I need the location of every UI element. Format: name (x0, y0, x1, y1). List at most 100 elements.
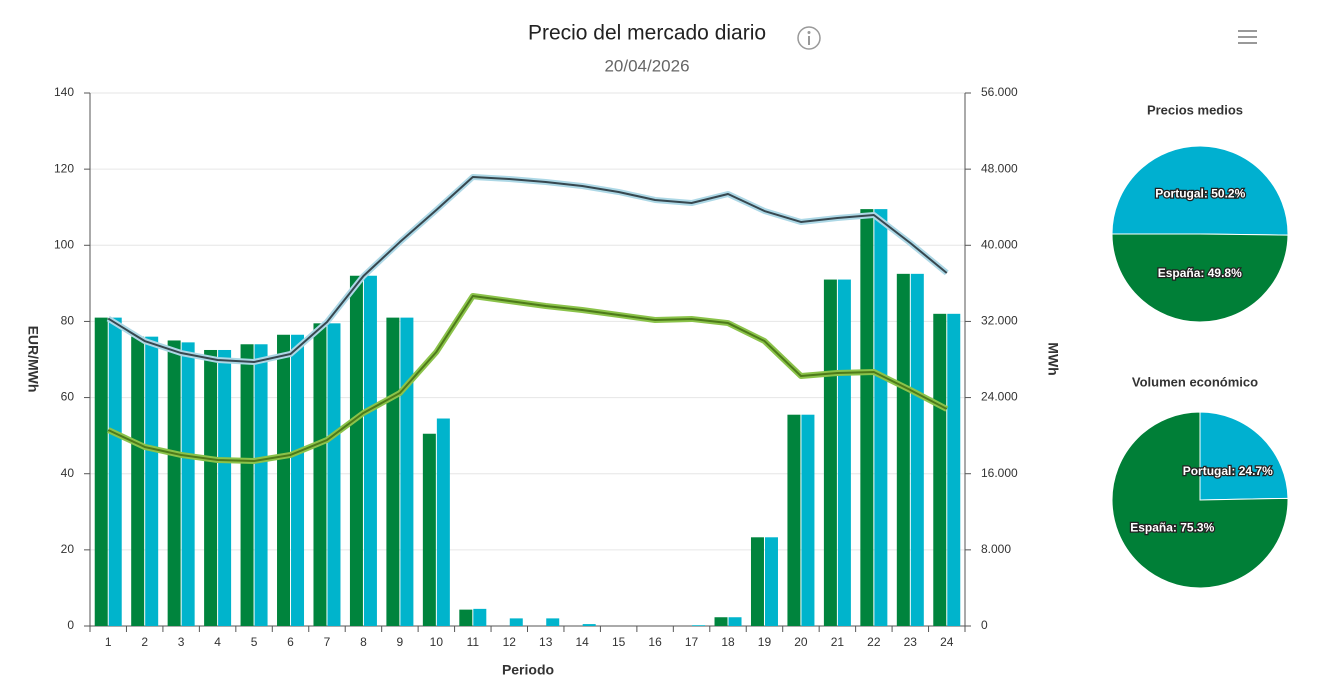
bar (473, 608, 487, 626)
pie-label: España: 49.8% (1158, 266, 1242, 280)
bar (327, 323, 341, 626)
y-tick-label: 100 (54, 237, 74, 251)
x-tick-label: 13 (539, 635, 553, 649)
x-tick-label: 20 (794, 635, 808, 649)
pie-label: Portugal: 50.2% (1155, 187, 1245, 201)
bar (386, 317, 400, 626)
bar (218, 349, 232, 626)
bar (823, 279, 837, 626)
bar (728, 617, 742, 626)
x-tick-label: 7 (324, 635, 331, 649)
x-tick-label: 5 (251, 635, 258, 649)
pie-label: España: 75.3% (1130, 520, 1214, 534)
bar (167, 340, 181, 626)
y2-tick-label: 56.000 (981, 85, 1018, 99)
bar (546, 618, 560, 626)
x-tick-label: 12 (503, 635, 517, 649)
x-tick-label: 21 (831, 635, 845, 649)
pie-label: Portugal: 24.7% (1183, 464, 1273, 478)
bar (692, 625, 706, 626)
bar (131, 336, 145, 626)
bar (363, 275, 377, 626)
bar (422, 433, 436, 626)
bar (145, 336, 159, 626)
x-tick-label: 2 (141, 635, 148, 649)
pie-title: Precios medios (1147, 102, 1243, 117)
bar (277, 334, 291, 626)
bar (860, 209, 874, 626)
x-tick-label: 9 (397, 635, 404, 649)
x-tick-label: 10 (430, 635, 444, 649)
bar (933, 313, 947, 626)
y2-tick-label: 48.000 (981, 161, 1018, 175)
x-tick-label: 1 (105, 635, 112, 649)
y-tick-label: 0 (67, 618, 74, 632)
x-tick-label: 8 (360, 635, 367, 649)
bar (582, 624, 596, 626)
y-tick-label: 120 (54, 161, 74, 175)
line-outline (106, 293, 949, 464)
x-tick-label: 18 (721, 635, 735, 649)
bar (947, 313, 961, 626)
x-tick-label: 14 (576, 635, 590, 649)
bar (313, 323, 327, 626)
y-tick-label: 40 (61, 466, 75, 480)
bar (801, 414, 815, 626)
chart-subtitle: 20/04/2026 (604, 56, 689, 75)
x-tick-label: 6 (287, 635, 294, 649)
bar (204, 349, 218, 626)
line (107, 176, 948, 363)
y-axis-label: EUR/MWh (25, 326, 41, 393)
info-icon[interactable] (797, 26, 821, 50)
pie-slice (1111, 411, 1289, 589)
y-tick-label: 60 (61, 390, 75, 404)
bar (291, 334, 305, 626)
pie-slice (1199, 411, 1289, 501)
x-tick-label: 24 (940, 635, 954, 649)
y2-axis-label: MWh (1045, 342, 1061, 375)
bar (910, 273, 924, 626)
x-tick-label: 17 (685, 635, 699, 649)
y2-tick-label: 0 (981, 618, 988, 632)
x-tick-label: 3 (178, 635, 185, 649)
y2-tick-label: 24.000 (981, 390, 1018, 404)
x-tick-label: 11 (467, 635, 480, 649)
line (107, 295, 948, 462)
bar (714, 617, 728, 626)
bar (400, 317, 414, 626)
pie-slice (1111, 233, 1289, 323)
bar (181, 342, 195, 626)
y2-tick-label: 32.000 (981, 314, 1018, 328)
y2-tick-label: 40.000 (981, 237, 1018, 251)
x-tick-label: 16 (648, 635, 662, 649)
y-tick-label: 80 (61, 314, 75, 328)
bar (896, 273, 910, 626)
bar (349, 275, 363, 626)
bar (254, 344, 268, 626)
bar (459, 609, 473, 626)
y2-tick-label: 16.000 (981, 466, 1018, 480)
pie-slice (1111, 145, 1289, 236)
bar (240, 344, 254, 626)
x-tick-label: 22 (867, 635, 881, 649)
bar (94, 317, 108, 626)
bar (509, 618, 523, 626)
y-tick-label: 20 (61, 542, 75, 556)
x-tick-label: 4 (214, 635, 221, 649)
pie-title: Volumen económico (1132, 374, 1258, 389)
line-outline (106, 174, 949, 365)
x-tick-label: 23 (904, 635, 918, 649)
x-axis-label: Periodo (502, 662, 554, 678)
x-tick-label: 15 (612, 635, 626, 649)
x-tick-label: 19 (758, 635, 772, 649)
bar (837, 279, 851, 626)
bar (874, 209, 888, 626)
y-tick-label: 140 (54, 85, 74, 99)
y2-tick-label: 8.000 (981, 542, 1011, 556)
bar (764, 537, 778, 626)
bar (787, 414, 801, 626)
bar (108, 317, 122, 626)
menu-button[interactable] (1238, 30, 1257, 44)
chart-title: Precio del mercado diario (528, 22, 766, 45)
